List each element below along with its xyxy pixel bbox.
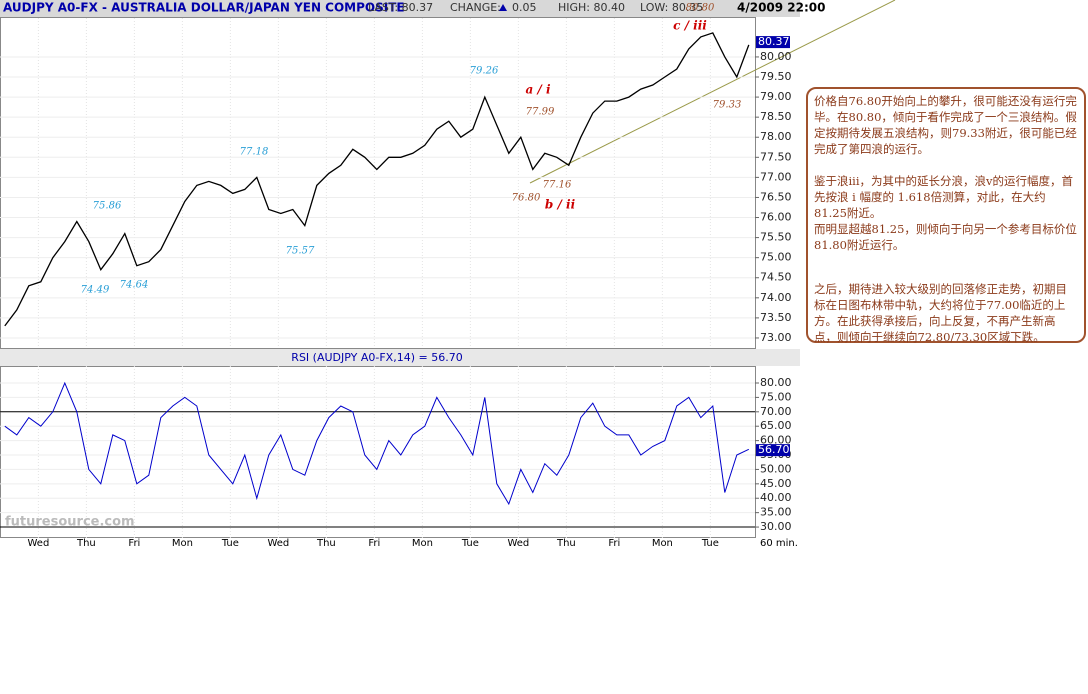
x-tick-label: Thu [76, 538, 96, 549]
annotation: 75.86 [93, 201, 122, 212]
annotation: c / iii [673, 19, 707, 33]
rsi-title: RSI (AUDJPY A0-FX,14) = 56.70 [291, 351, 462, 364]
x-tick-label: Thu [316, 538, 336, 549]
note-box: 价格自76.80开始向上的攀升，很可能还没有运行完毕。在80.80，倾向于看作完… [806, 87, 1086, 344]
last-value-label: 80.37 [758, 35, 790, 48]
y-tick-label: 80.00 [760, 376, 792, 389]
annotation: 79.26 [470, 66, 499, 77]
x-tick-label: Wed [27, 538, 49, 549]
x-tick-label: Fri [608, 538, 620, 549]
x-tick-label: Wed [267, 538, 289, 549]
last-value-box [756, 444, 790, 457]
y-tick-label: 75.50 [760, 231, 792, 244]
y-tick-label: 78.50 [760, 110, 792, 123]
last-value-box [756, 36, 790, 49]
x-tick-label: Mon [412, 538, 433, 549]
y-tick-label: 74.50 [760, 271, 792, 284]
header-bar [0, 0, 800, 17]
annotation: 74.64 [120, 280, 149, 291]
watermark: futuresource.com [5, 515, 135, 530]
note-text: 价格自76.80开始向上的攀升，很可能还没有运行完毕。在80.80，倾向于看作完… [814, 94, 1077, 156]
data-line [4, 32, 750, 327]
y-tick-label: 80.00 [760, 50, 792, 63]
annotation: 77.99 [526, 107, 555, 118]
up-arrow [499, 4, 507, 11]
annotation: 75.57 [286, 246, 315, 257]
annotation: b / ii [545, 198, 576, 212]
x-tick-label: Mon [652, 538, 673, 549]
y-tick-label: 40.00 [760, 491, 792, 504]
data-line [4, 381, 750, 506]
y-tick-label: 30.00 [760, 520, 792, 533]
trend-line [529, 0, 896, 184]
x-tick-label: Mon [172, 538, 193, 549]
price-frame [0, 17, 756, 349]
y-tick-label: 79.00 [760, 90, 792, 103]
last-value-label: 56.70 [758, 443, 790, 456]
high: HIGH: 80.40 [558, 1, 625, 14]
x-tick-label: Tue [461, 538, 479, 549]
y-tick-label: 77.50 [760, 150, 792, 163]
x-axis-label: 60 min. [760, 538, 798, 549]
y-tick-label: 45.00 [760, 477, 792, 490]
annotation: 74.49 [81, 285, 110, 296]
x-tick-label: Wed [507, 538, 529, 549]
annotation: 79.33 [713, 100, 742, 111]
y-tick-label: 79.50 [760, 70, 792, 83]
last: LAST: 80.37 [368, 1, 433, 14]
x-tick-label: Thu [556, 538, 576, 549]
chart-title: AUDJPY A0-FX - AUSTRALIA DOLLAR/JAPAN YE… [3, 1, 405, 15]
x-tick-label: Fri [368, 538, 380, 549]
annotation: 77.16 [543, 180, 572, 191]
x-tick-label: Tue [221, 538, 239, 549]
annotation: 77.18 [240, 147, 269, 158]
y-tick-label: 75.00 [760, 390, 792, 403]
change-label: CHANGE: [450, 1, 501, 14]
note-text: 而明显超越81.25，则倾向于向另一个参考目标价位81.80附近运行。 [814, 222, 1077, 252]
y-tick-label: 73.50 [760, 311, 792, 324]
y-tick-label: 77.00 [760, 170, 792, 183]
change: 0.05 [512, 1, 537, 14]
annotation: 76.80 [512, 193, 541, 204]
rsi-frame [0, 366, 756, 538]
y-tick-label: 73.00 [760, 331, 792, 344]
y-tick-label: 65.00 [760, 419, 792, 432]
note-text: 鉴于浪iii，为其中的延长分浪，浪v的运行幅度，首先按浪 i 幅度的 1.618… [814, 174, 1074, 220]
date: 4/2009 22:00 [737, 1, 826, 15]
x-tick-label: Tue [701, 538, 719, 549]
rsi-bar [0, 349, 800, 366]
y-tick-label: 76.50 [760, 190, 792, 203]
annotation: a / i [525, 83, 551, 97]
note-text: 之后，期待进入较大级别的回落修正走势，初期目标在日图布林带中轨，大约将位于77.… [814, 282, 1067, 344]
y-tick-label: 35.00 [760, 506, 792, 519]
annotation: 80.80 [686, 3, 715, 14]
x-tick-label: Fri [128, 538, 140, 549]
y-tick-label: 50.00 [760, 462, 792, 475]
y-tick-label: 74.00 [760, 291, 792, 304]
y-tick-label: 76.00 [760, 211, 792, 224]
y-tick-label: 78.00 [760, 130, 792, 143]
y-tick-label: 75.00 [760, 251, 792, 264]
y-tick-label: 60.00 [760, 434, 792, 447]
y-tick-label: 70.00 [760, 405, 792, 418]
low: LOW: 80.35 [640, 1, 703, 14]
